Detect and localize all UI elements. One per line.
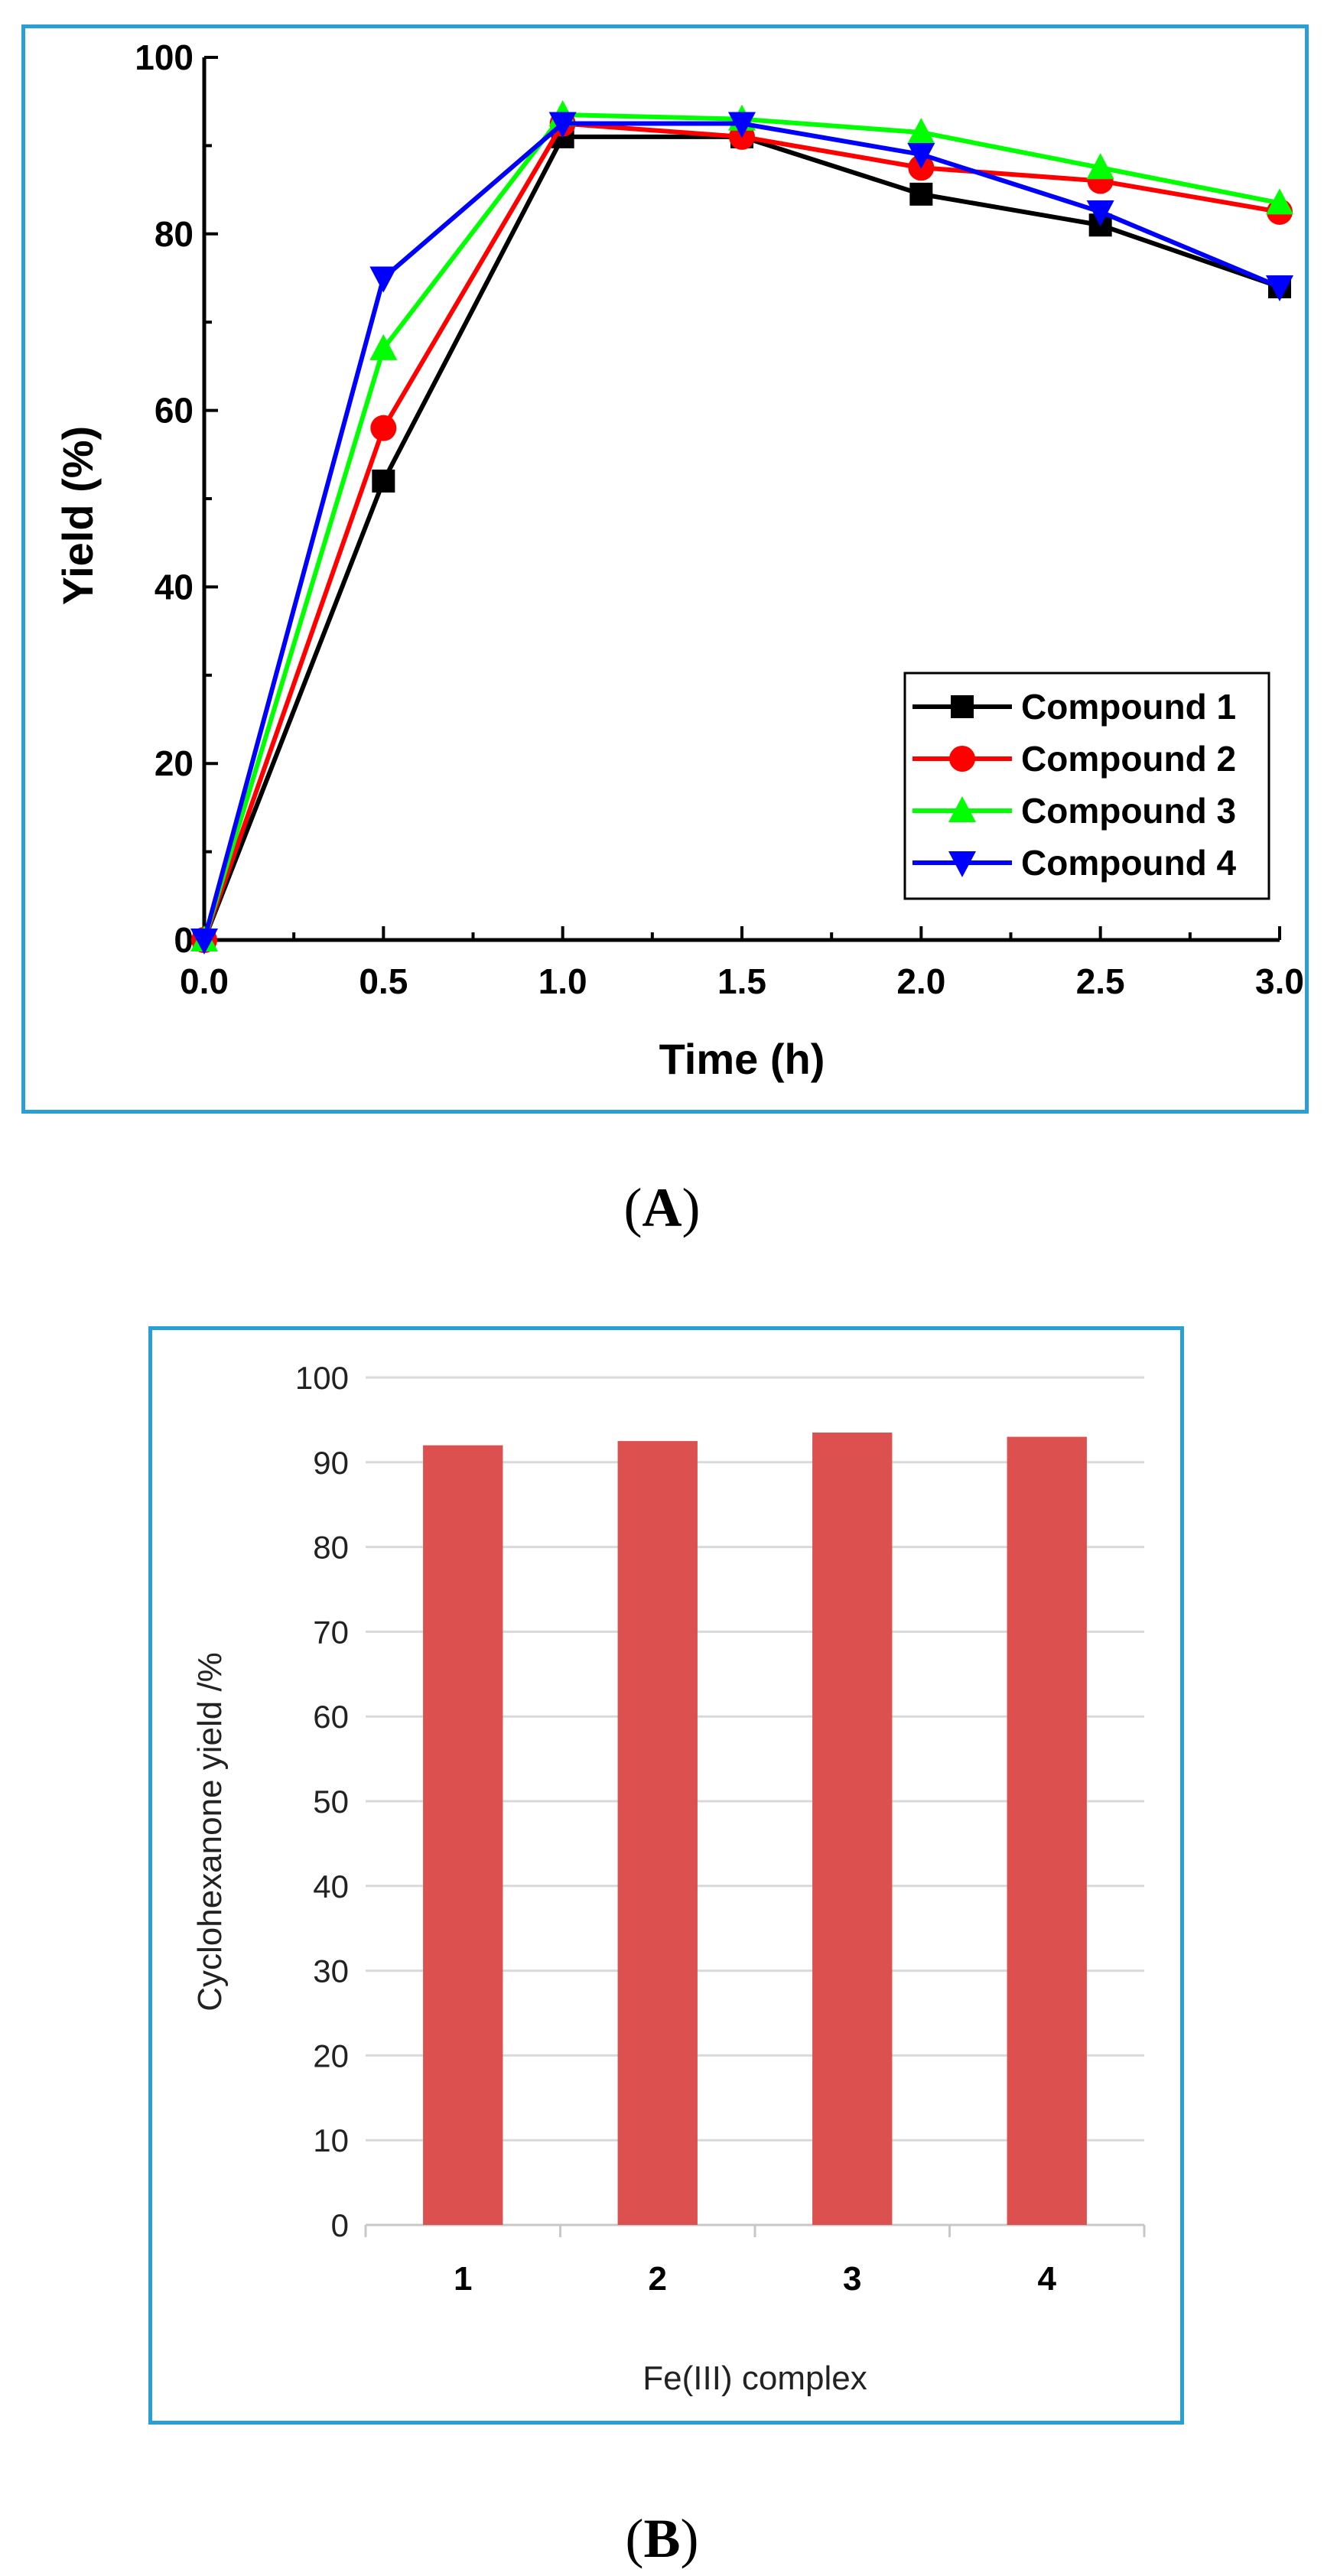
legend-item: Compound 4 <box>912 843 1236 883</box>
legend: Compound 1 Compound 2 Compound 3 Compound 4 <box>903 672 1270 900</box>
y-tick-label: 30 <box>313 1953 349 1989</box>
legend-label: Compound 2 <box>1021 739 1236 779</box>
panel-a-frame: 0 20 40 60 80 100 0.0 0.5 1.0 1.5 2.0 2.5 3.0 Time (h… <box>21 24 1309 1114</box>
x-tick-label: 3.0 <box>1255 961 1304 1001</box>
bar-4 <box>1007 1436 1087 2225</box>
legend-item: Compound 1 <box>912 687 1236 727</box>
y-tick-label: 90 <box>313 1445 349 1481</box>
data-point <box>370 415 397 441</box>
y-axis-title: Yield (%) <box>54 426 102 605</box>
x-tick-label: 2.5 <box>1076 961 1125 1001</box>
x-category-label: 1 <box>454 2260 472 2298</box>
bar-chart: 0 10 20 30 40 50 60 70 80 90 100 1 2 3 4 Fe(III) comple… <box>191 1360 1146 2397</box>
y-tick-label: 80 <box>313 1530 349 1566</box>
x-category-label: 4 <box>1038 2260 1057 2298</box>
y-tick-label: 40 <box>313 1869 349 1904</box>
legend-item: Compound 3 <box>912 791 1236 831</box>
bar-1 <box>423 1445 503 2225</box>
caption-b-label: B <box>643 2508 681 2569</box>
legend-label: Compound 1 <box>1021 687 1236 727</box>
y-tick-label: 0 <box>331 2207 349 2243</box>
data-point <box>1266 275 1293 302</box>
x-tick-label: 0.5 <box>359 961 408 1001</box>
x-tick-label: 0.0 <box>180 961 229 1001</box>
data-point <box>909 182 933 206</box>
y-tick-label: 20 <box>313 2038 349 2073</box>
line-chart: 0 20 40 60 80 100 0.0 0.5 1.0 1.5 2.0 2.5 3.0 Time (h… <box>54 37 1304 1083</box>
x-tick-label: 1.0 <box>538 961 587 1001</box>
panel-b-frame: 0 10 20 30 40 50 60 70 80 90 100 1 2 3 4 Fe(III) comple… <box>148 1326 1184 2425</box>
legend-item: Compound 2 <box>912 739 1236 779</box>
y-tick-label: 60 <box>155 391 194 431</box>
x-category-label: 2 <box>649 2260 667 2298</box>
y-tick-label: 60 <box>313 1699 349 1735</box>
x-category-label: 3 <box>843 2260 861 2298</box>
data-point <box>548 112 577 138</box>
data-point <box>907 142 935 169</box>
y-tick-label: 100 <box>295 1360 349 1396</box>
legend-marker <box>948 851 976 877</box>
data-point <box>1266 188 1293 215</box>
y-tick-label: 100 <box>135 37 194 77</box>
data-point <box>369 333 398 360</box>
legend-label: Compound 4 <box>1021 843 1236 883</box>
caption-b: (B) <box>625 2508 699 2569</box>
data-point <box>907 118 935 145</box>
bar-2 <box>617 1441 698 2225</box>
data-point <box>190 929 218 955</box>
data-point <box>1086 153 1114 180</box>
y-tick-label: 70 <box>313 1614 349 1650</box>
data-point <box>1086 200 1114 226</box>
y-axis-title: Cyclohexanone yield /% <box>191 1652 229 2012</box>
y-tick-label: 10 <box>313 2122 349 2158</box>
y-tick-label: 0 <box>174 920 194 960</box>
series-4 <box>190 112 1293 955</box>
data-point <box>728 112 756 138</box>
x-axis-title: Time (h) <box>659 1035 825 1083</box>
legend-marker <box>951 695 974 718</box>
legend-marker <box>948 796 976 822</box>
legend-label: Compound 3 <box>1021 791 1236 831</box>
x-tick-label: 1.5 <box>717 961 766 1001</box>
data-point <box>369 266 398 293</box>
bar-3 <box>812 1433 893 2225</box>
x-tick-label: 2.0 <box>896 961 945 1001</box>
legend-marker <box>949 746 975 772</box>
y-tick-label: 80 <box>155 214 194 254</box>
caption-a: (A) <box>623 1177 701 1238</box>
y-tick-label: 50 <box>313 1784 349 1820</box>
y-tick-label: 20 <box>155 743 194 783</box>
x-axis-title: Fe(III) complex <box>642 2360 867 2397</box>
data-point <box>372 469 395 493</box>
y-tick-label: 40 <box>155 567 194 607</box>
caption-a-label: A <box>642 1177 682 1238</box>
